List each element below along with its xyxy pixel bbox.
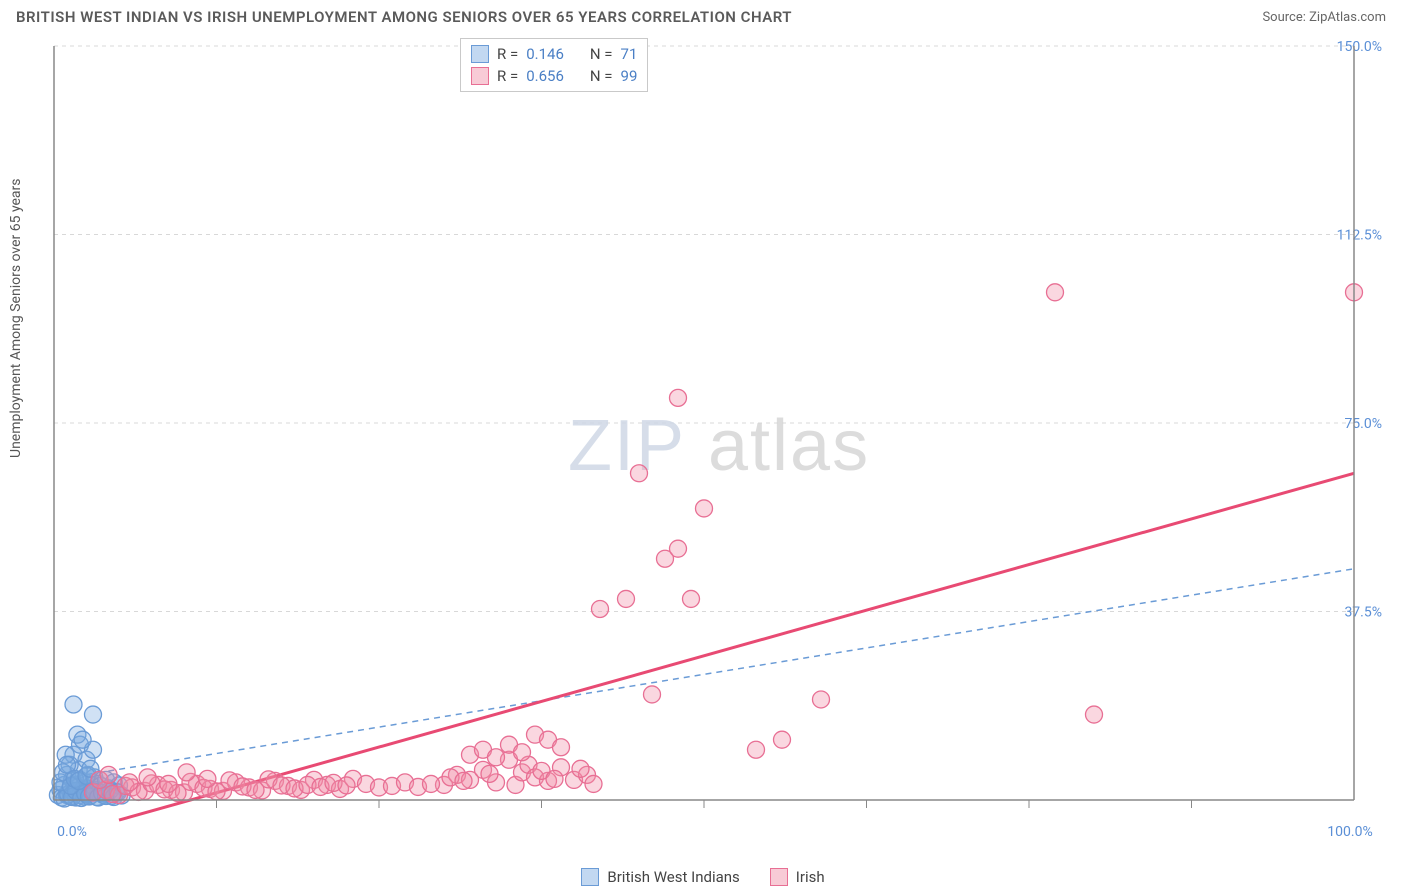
data-point [514, 744, 531, 761]
data-point [121, 774, 138, 791]
scatter-plot: ZIP atlas 37.5% 75.0% 112.5% 150.0% 0.0% 100.… [48, 40, 1388, 850]
data-point [65, 696, 82, 713]
chart-container: Unemployment Among Seniors over 65 years… [0, 28, 1406, 892]
y-axis-label: Unemployment Among Seniors over 65 years [8, 179, 24, 459]
source-name: ZipAtlas.com [1309, 10, 1386, 25]
y-tick-label: 112.5% [1337, 228, 1382, 244]
x-tick-label: 0.0% [57, 824, 87, 840]
y-tick-label: 75.0% [1344, 416, 1382, 432]
r-value-irish: 0.656 [526, 65, 564, 87]
data-point [546, 770, 563, 787]
data-point [74, 731, 91, 748]
data-point [100, 766, 117, 783]
data-point [644, 686, 661, 703]
data-point [572, 760, 589, 777]
data-point [670, 389, 687, 406]
legend-item-irish: Irish [770, 868, 825, 886]
watermark-zip: ZIP [568, 406, 686, 486]
n-value-bwi: 71 [621, 43, 638, 65]
data-point [178, 764, 195, 781]
swatch-pink-icon [471, 67, 489, 85]
series-legend: British West Indians Irish [0, 868, 1406, 886]
r-value-bwi: 0.146 [526, 43, 564, 65]
data-point [774, 731, 791, 748]
source-label: Source: [1262, 10, 1305, 25]
swatch-pink-icon [770, 868, 788, 886]
data-point [455, 772, 472, 789]
trend-line [54, 569, 1354, 780]
data-point [139, 769, 156, 786]
data-point [85, 706, 102, 723]
data-point [1047, 284, 1064, 301]
watermark-atlas: atlas [708, 406, 870, 486]
n-value-irish: 99 [621, 65, 638, 87]
swatch-blue-icon [471, 45, 489, 63]
n-label: N = [590, 65, 613, 87]
y-tick-label: 150.0% [1337, 40, 1382, 55]
data-point [618, 590, 635, 607]
legend-item-bwi: British West Indians [581, 868, 739, 886]
data-point [696, 500, 713, 517]
r-label: R = [497, 65, 518, 87]
data-point [199, 770, 216, 787]
n-label: N = [590, 43, 613, 65]
x-tick-label: 100.0% [1327, 824, 1372, 840]
legend-label-bwi: British West Indians [607, 868, 739, 886]
data-point [748, 741, 765, 758]
legend-label-irish: Irish [796, 868, 825, 886]
trend-line [119, 473, 1354, 820]
data-point [160, 775, 177, 792]
chart-header: BRITISH WEST INDIAN VS IRISH UNEMPLOYMEN… [0, 0, 1406, 30]
r-label: R = [497, 43, 518, 65]
swatch-blue-icon [581, 868, 599, 886]
data-point [488, 749, 505, 766]
data-point [670, 540, 687, 557]
data-point [338, 777, 355, 794]
data-point [481, 765, 498, 782]
legend-row-irish: R = 0.656 N = 99 [471, 65, 637, 87]
data-point [423, 775, 440, 792]
data-point [585, 775, 602, 792]
data-point [683, 590, 700, 607]
legend-row-bwi: R = 0.146 N = 71 [471, 43, 637, 65]
data-point [631, 465, 648, 482]
data-point [553, 739, 570, 756]
data-point [592, 600, 609, 617]
data-point [1086, 706, 1103, 723]
source-attribution: Source: ZipAtlas.com [1262, 10, 1386, 25]
data-point [813, 691, 830, 708]
chart-title: BRITISH WEST INDIAN VS IRISH UNEMPLOYMEN… [16, 8, 792, 26]
y-tick-label: 37.5% [1344, 605, 1382, 621]
correlation-legend: R = 0.146 N = 71 R = 0.656 N = 99 [460, 38, 648, 92]
